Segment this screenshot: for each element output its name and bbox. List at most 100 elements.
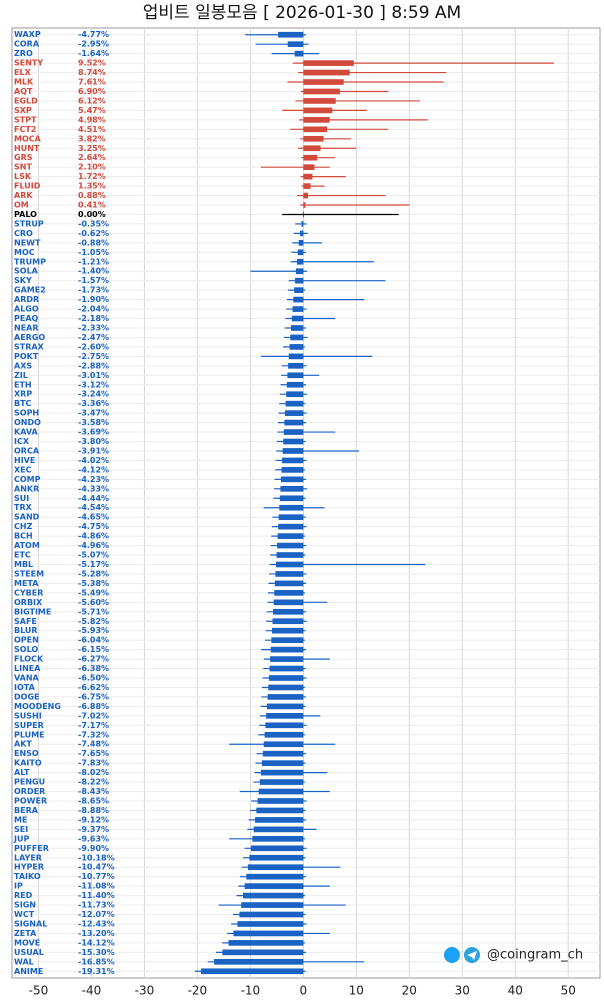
- bar: [303, 60, 354, 66]
- bar: [303, 126, 328, 133]
- coin-name: MLK: [14, 78, 34, 87]
- change-label: 7.61%: [78, 78, 106, 87]
- change-label: -5.07%: [78, 551, 109, 560]
- change-label: -3.36%: [78, 399, 109, 408]
- coin-name: ZIL: [14, 371, 28, 380]
- coin-name: ELX: [14, 68, 32, 77]
- bar: [288, 362, 304, 369]
- bar: [279, 504, 304, 511]
- change-label: -4.33%: [78, 484, 109, 493]
- coin-name: BLUR: [14, 626, 38, 635]
- change-label: -2.33%: [78, 323, 109, 332]
- bar: [270, 656, 304, 662]
- coin-name: HYPER: [14, 863, 44, 872]
- bar: [303, 173, 313, 180]
- x-tick-label: 50: [561, 984, 576, 998]
- change-label: -9.90%: [78, 844, 109, 853]
- coin-name: SEI: [14, 825, 28, 834]
- change-label: -1.57%: [78, 276, 109, 285]
- coin-name: SOLO: [14, 645, 38, 654]
- bar: [282, 448, 304, 454]
- coin-name: POKT: [14, 352, 39, 361]
- bar: [283, 438, 304, 445]
- coin-name: SAND: [14, 513, 40, 522]
- bar: [303, 192, 309, 199]
- coin-name: FLOCK: [14, 655, 44, 664]
- bar: [276, 552, 304, 558]
- coin-name: CYBER: [14, 588, 43, 597]
- x-tick-label: 0: [300, 984, 308, 998]
- coin-name: BCH: [14, 532, 33, 541]
- change-label: 0.41%: [78, 201, 106, 210]
- change-label: -1.21%: [78, 257, 109, 266]
- watermark: @coingram_ch: [444, 947, 583, 963]
- bar: [228, 940, 304, 946]
- bar: [278, 31, 304, 38]
- change-label: -10.47%: [78, 863, 115, 872]
- change-label: -4.23%: [78, 475, 109, 484]
- coin-name: ALGO: [14, 305, 39, 314]
- change-label: -9.37%: [78, 825, 109, 834]
- bar: [280, 485, 304, 492]
- change-label: -2.60%: [78, 342, 109, 351]
- coin-name: LINEA: [14, 664, 41, 673]
- change-label: -0.88%: [78, 238, 109, 247]
- bar: [285, 400, 304, 407]
- change-label: -8.02%: [78, 768, 109, 777]
- coin-name: CORA: [14, 40, 40, 49]
- telegram-glyph: [467, 951, 477, 960]
- change-label: -1.73%: [78, 286, 109, 295]
- change-label: 0.00%: [78, 210, 106, 219]
- change-label: -5.93%: [78, 626, 109, 635]
- bar: [303, 79, 344, 85]
- bar: [303, 135, 324, 142]
- coin-name: WAXP: [14, 30, 41, 39]
- change-label: -4.75%: [78, 522, 109, 531]
- coin-name: PUFFER: [14, 844, 49, 853]
- bar: [288, 353, 304, 360]
- coin-name: STRUP: [14, 219, 44, 228]
- bar: [237, 921, 304, 927]
- change-label: 6.90%: [78, 87, 106, 96]
- coin-name: ALT: [14, 768, 30, 777]
- bar: [260, 769, 304, 776]
- change-label: -4.54%: [78, 503, 109, 512]
- bar: [294, 50, 304, 57]
- coin-name: KAITO: [14, 759, 42, 768]
- change-label: -9.63%: [78, 834, 109, 843]
- bar: [303, 107, 333, 114]
- coin-name: SENTY: [14, 59, 43, 68]
- bar: [286, 381, 304, 388]
- chart-title: 업비트 일봉모음 [ 2026-01-30 ] 8:59 AM: [143, 3, 461, 23]
- coin-name: ARDR: [14, 295, 39, 304]
- coin-name: ATOM: [14, 541, 40, 550]
- bar: [233, 930, 304, 937]
- coin-name: ENSO: [14, 749, 39, 758]
- coin-name: NEWT: [14, 238, 41, 247]
- coin-name: OPEN: [14, 636, 39, 645]
- change-label: 3.82%: [78, 134, 106, 143]
- bar: [271, 637, 304, 644]
- change-label: -3.12%: [78, 380, 109, 389]
- bar: [273, 599, 304, 606]
- coin-name: IOTA: [14, 683, 36, 692]
- bar: [268, 684, 304, 691]
- coin-name: AKT: [14, 740, 32, 749]
- bar: [239, 911, 304, 918]
- marks: [194, 31, 554, 975]
- change-label: -0.35%: [78, 219, 109, 228]
- coin-name: ME: [14, 815, 27, 824]
- bar: [303, 69, 350, 76]
- bar: [300, 230, 304, 237]
- change-label: -2.88%: [78, 361, 109, 370]
- coin-name: PEAQ: [14, 314, 39, 323]
- change-label: 3.25%: [78, 144, 106, 153]
- coin-name: FLUID: [14, 182, 41, 191]
- change-label: 6.12%: [78, 96, 106, 105]
- coin-name: NEAR: [14, 323, 39, 332]
- coin-name: MOVE: [14, 938, 40, 947]
- coin-name: SOLA: [14, 267, 39, 276]
- change-label: -6.75%: [78, 692, 109, 701]
- coin-name: ICX: [14, 437, 30, 446]
- change-label: -7.32%: [78, 730, 109, 739]
